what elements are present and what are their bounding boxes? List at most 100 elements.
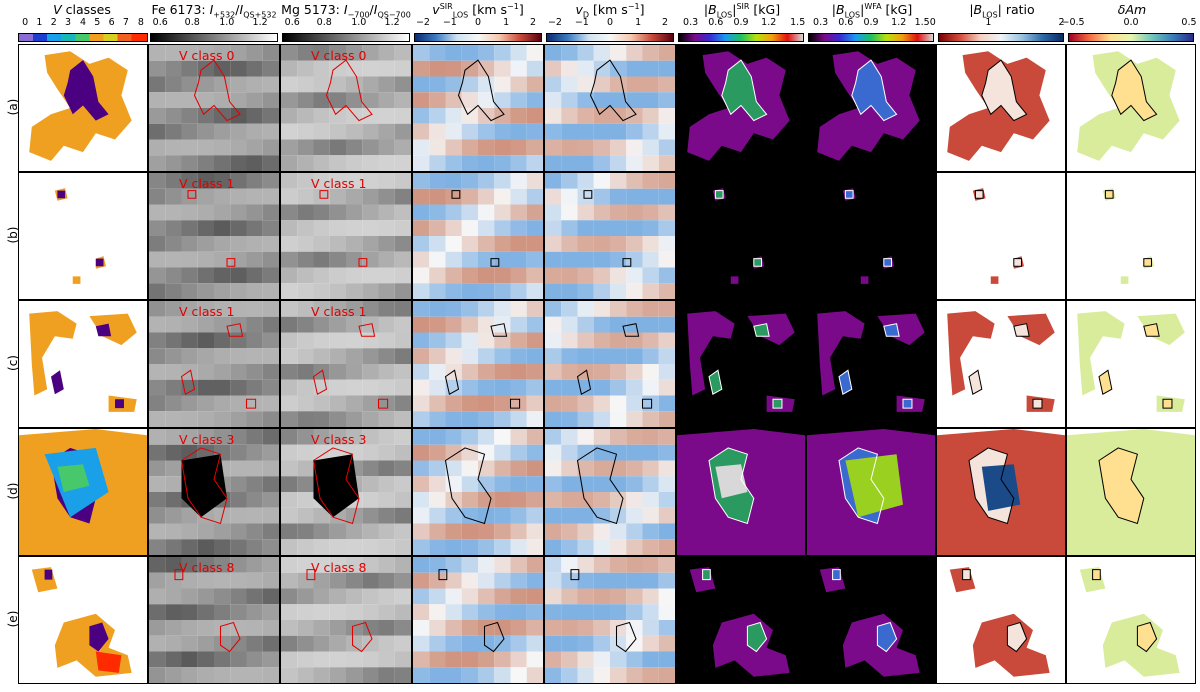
colorbar-tick: −1 [442, 17, 457, 28]
colorbar-tick: 2 [662, 17, 669, 28]
colorbar-tick: 0.3 [813, 17, 829, 28]
vlos-map-c [412, 300, 544, 428]
blos-wfa-map-c [806, 300, 936, 428]
colorbar-tick: 1.2 [891, 17, 907, 28]
colorbar-tick: 0.8 [184, 17, 200, 28]
vclass-label: V class 0 [179, 48, 235, 63]
colorbar-vclasses [18, 33, 148, 42]
colorbar-blos-sir [678, 33, 804, 42]
delta-am-map-e [1066, 556, 1196, 684]
vlos-map-a [412, 44, 544, 172]
colorbar-tick: −0.5 [1061, 17, 1085, 28]
blos-wfa-map-a [806, 44, 936, 172]
colorbar-tick: 4 [79, 17, 87, 28]
blos-wfa-map-e [806, 556, 936, 684]
delta-am-map-a [1066, 44, 1196, 172]
colorbar-tick: 0.9 [733, 17, 749, 28]
title-blos-sir: |BLOS|SIR [kG] [703, 2, 781, 20]
blos-ratio-map-d [936, 428, 1066, 556]
fe6173-map-c: V class 1 [148, 300, 280, 428]
colorbar-tick: 0.9 [863, 17, 879, 28]
vclass-label: V class 3 [179, 432, 235, 447]
colorbar-tick: 2 [1058, 17, 1065, 28]
title-fe6173: Fe 6173: I+532/IQS+532 [151, 2, 277, 20]
colorbar-tick: 1.0 [219, 17, 235, 28]
colorbar-tick: 2 [530, 17, 537, 28]
vclass-map-b [18, 172, 148, 300]
vclass-map-a [18, 44, 148, 172]
title-vd: vD [km s−1] [575, 2, 645, 20]
blos-sir-map-d [676, 428, 806, 556]
title-vclasses: V classes [53, 2, 111, 17]
vclass-label: V class 1 [179, 304, 235, 319]
title-vlos: vSIRLOS [km s−1] [432, 2, 524, 20]
fe6173-map-b: V class 1 [148, 172, 280, 300]
colorbar-tick: 1.2 [761, 17, 777, 28]
colorbar-blos-wfa [808, 33, 934, 42]
title-mg5173: Mg 5173: I−700/IQS−700 [281, 2, 411, 20]
colorbar-tick: 0.6 [838, 17, 854, 28]
delta-am-map-c [1066, 300, 1196, 428]
vd-map-b [544, 172, 676, 300]
colorbar-mg5173 [282, 33, 410, 42]
colorbar-tick: 1.5 [790, 17, 806, 28]
vclass-label: V class 1 [311, 176, 367, 191]
colorbar-tick: 1.50 [914, 17, 936, 28]
delta-am-map-d [1066, 428, 1196, 556]
mg5173-map-a: V class 0 [280, 44, 412, 172]
mg5173-map-b: V class 1 [280, 172, 412, 300]
colorbar-tick: 2 [50, 17, 57, 28]
vclass-map-d [18, 428, 148, 556]
colorbar-tick: 0.6 [284, 17, 300, 28]
colorbar-tick: 7 [122, 17, 129, 28]
title-blos-ratio: |BLOS| ratio [969, 2, 1035, 20]
mg5173-map-c: V class 1 [280, 300, 412, 428]
colorbar-tick: 0.3 [683, 17, 699, 28]
colorbar-tick: −1 [574, 17, 589, 28]
title-blos-wfa: |BLOS|WFA [kG] [831, 2, 913, 20]
colorbar-delta-am [1068, 33, 1194, 42]
fe6173-map-e: V class 8 [148, 556, 280, 684]
blos-sir-map-a [676, 44, 806, 172]
colorbar-tick: 1.2 [252, 17, 268, 28]
colorbar-tick: 0 [474, 17, 482, 28]
blos-ratio-map-c [936, 300, 1066, 428]
vclass-label: V class 0 [311, 48, 367, 63]
vd-map-a [544, 44, 676, 172]
blos-ratio-map-b [936, 172, 1066, 300]
colorbar-tick: 3 [65, 17, 72, 28]
vd-map-c [544, 300, 676, 428]
vclass-label: V class 1 [179, 176, 235, 191]
colorbar-tick: 5 [94, 17, 101, 28]
colorbar-tick: 1.0 [351, 17, 367, 28]
vclass-label: V class 1 [311, 304, 367, 319]
colorbar-tick: 1 [503, 17, 510, 28]
colorbar-tick: 0 [22, 17, 29, 28]
colorbar-fe6173 [150, 33, 278, 42]
vclass-label: V class 8 [179, 560, 235, 575]
colorbar-tick: −2 [415, 17, 430, 28]
colorbar-tick: 6 [108, 17, 115, 28]
vclass-label: V class 3 [311, 432, 367, 447]
colorbar-blos-ratio [938, 33, 1064, 42]
vlos-map-d [412, 428, 544, 556]
vlos-map-e [412, 556, 544, 684]
vlos-map-b [412, 172, 544, 300]
fe6173-map-d: V class 3 [148, 428, 280, 556]
vclass-map-e [18, 556, 148, 684]
mg5173-map-e: V class 8 [280, 556, 412, 684]
delta-am-map-b [1066, 172, 1196, 300]
mg5173-map-d: V class 3 [280, 428, 412, 556]
vclass-label: V class 8 [311, 560, 367, 575]
blos-ratio-map-a [936, 44, 1066, 172]
colorbar-tick: 8 [137, 17, 144, 28]
vclass-map-c [18, 300, 148, 428]
blos-wfa-map-d [806, 428, 936, 556]
blos-sir-map-e [676, 556, 806, 684]
blos-sir-map-c [676, 300, 806, 428]
colorbar-tick: −2 [547, 17, 562, 28]
title-delta-am: δAm [1117, 2, 1147, 17]
colorbar-tick: 1 [985, 17, 992, 28]
colorbar-tick: 0.5 [1181, 17, 1197, 28]
colorbar-tick: 0.6 [708, 17, 724, 28]
